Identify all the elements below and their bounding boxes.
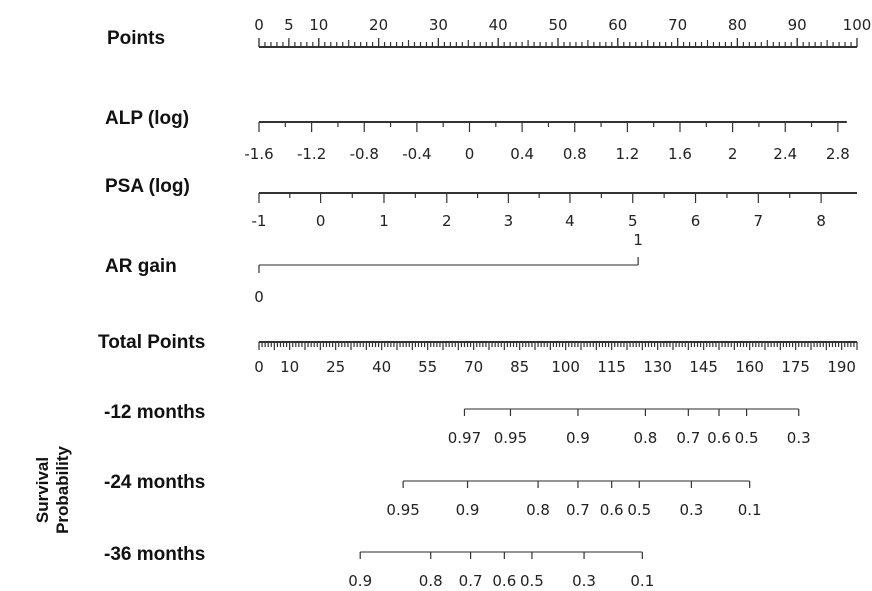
points-tick-label: 10: [309, 16, 328, 34]
points-tick-label: 40: [489, 16, 508, 34]
alp-tick-label: 2.4: [773, 145, 797, 163]
total-tick-label: 55: [418, 358, 437, 376]
row-label-total-points: Total Points: [98, 332, 205, 353]
total-tick-label: 85: [510, 358, 529, 376]
row-label-points: Points: [107, 28, 165, 49]
alp-tick-label: -1.6: [244, 145, 273, 163]
points-tick-label: 5: [284, 16, 294, 34]
points-tick-label: 80: [728, 16, 747, 34]
m12-tick-label: 0.3: [787, 429, 811, 447]
row-label-36-months: -36 months: [104, 544, 205, 565]
total-tick-label: 115: [597, 358, 626, 376]
total-tick-label: 70: [464, 358, 483, 376]
total-tick-label: 175: [781, 358, 810, 376]
points-tick-label: 30: [429, 16, 448, 34]
m36-tick-label: 0.6: [492, 572, 516, 590]
alp-tick-label: 2.8: [826, 145, 850, 163]
m36-tick-label: 0.3: [572, 572, 596, 590]
psa-tick-label: 1: [379, 212, 389, 230]
alp-tick-label: -0.4: [402, 145, 431, 163]
row-label-24-months: -24 months: [104, 472, 205, 493]
m36-tick-label: 0.1: [630, 572, 654, 590]
row-label-alp: ALP (log): [105, 108, 189, 129]
m12-tick-label: 0.95: [494, 429, 527, 447]
points-tick-label: 70: [668, 16, 687, 34]
points-tick-label: 50: [548, 16, 567, 34]
psa-tick-label: 7: [754, 212, 764, 230]
psa-tick-label: 0: [316, 212, 326, 230]
ar-tick-label: 0: [254, 288, 264, 306]
points-tick-label: 100: [843, 16, 872, 34]
m12-tick-label: 0.6: [707, 429, 731, 447]
total-tick-label: 190: [827, 358, 856, 376]
points-tick-label: 0: [254, 16, 264, 34]
ar-tick-label: 1: [633, 231, 643, 249]
m24-tick-label: 0.1: [738, 501, 762, 519]
m24-tick-label: 0.5: [627, 501, 651, 519]
m36-tick-label: 0.9: [348, 572, 372, 590]
psa-tick-label: 6: [691, 212, 701, 230]
row-label-12-months: -12 months: [104, 402, 205, 423]
row-label-psa: PSA (log): [105, 176, 190, 197]
m24-tick-label: 0.3: [679, 501, 703, 519]
alp-tick-label: 0: [465, 145, 475, 163]
m12-tick-label: 0.7: [676, 429, 700, 447]
row-label-ar-gain: AR gain: [105, 256, 177, 277]
side-label-line-2: Probability: [53, 446, 72, 534]
total-tick-label: 40: [372, 358, 391, 376]
total-tick-label: 160: [735, 358, 764, 376]
total-tick-label: 25: [326, 358, 345, 376]
m12-tick-label: 0.5: [735, 429, 759, 447]
psa-tick-label: 8: [816, 212, 826, 230]
psa-tick-label: 4: [565, 212, 575, 230]
m24-tick-label: 0.8: [526, 501, 550, 519]
total-tick-label: 130: [643, 358, 672, 376]
m36-tick-label: 0.8: [419, 572, 443, 590]
psa-tick-label: 5: [628, 212, 638, 230]
nomogram-axes: 0 5 10 20 30 40 50 60 70 80 90 100-1.6 -1.2 -0.8 -0.4 0…: [244, 16, 871, 590]
m12-tick-label: 0.97: [448, 429, 481, 447]
alp-tick-label: 1.2: [615, 145, 639, 163]
points-tick-label: 90: [788, 16, 807, 34]
alp-tick-label: -1.2: [297, 145, 326, 163]
psa-tick-label: 2: [442, 212, 452, 230]
m24-tick-label: 0.6: [600, 501, 624, 519]
m24-tick-label: 0.95: [386, 501, 419, 519]
m24-tick-label: 0.9: [456, 501, 480, 519]
alp-tick-label: 0.8: [563, 145, 587, 163]
alp-tick-label: 1.6: [668, 145, 692, 163]
psa-tick-label: -1: [252, 212, 267, 230]
alp-tick-label: 2: [728, 145, 738, 163]
m12-tick-label: 0.8: [633, 429, 657, 447]
m36-tick-label: 0.5: [520, 572, 544, 590]
psa-tick-label: 3: [504, 212, 514, 230]
m12-tick-label: 0.9: [566, 429, 590, 447]
survival-probability-label: Survival Probability: [33, 446, 72, 534]
total-tick-label: 100: [551, 358, 580, 376]
side-label-line-1: Survival: [33, 457, 52, 523]
alp-tick-label: -0.8: [350, 145, 379, 163]
m24-tick-label: 0.7: [566, 501, 590, 519]
total-tick-label: 10: [280, 358, 299, 376]
total-tick-label: 145: [689, 358, 718, 376]
points-tick-label: 60: [608, 16, 627, 34]
total-tick-label: 0: [254, 358, 264, 376]
m36-tick-label: 0.7: [459, 572, 483, 590]
points-tick-label: 20: [369, 16, 388, 34]
alp-tick-label: 0.4: [510, 145, 534, 163]
